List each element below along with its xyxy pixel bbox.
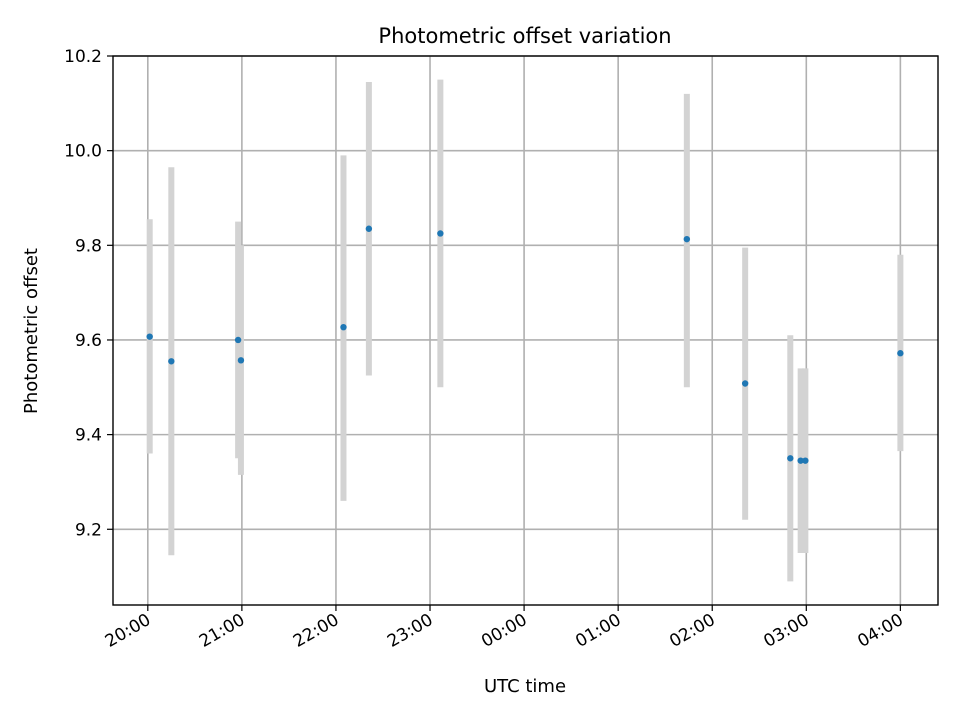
data-point: [787, 455, 794, 462]
data-point: [802, 457, 809, 464]
x-tick-label: 02:00: [666, 610, 718, 652]
data-point: [365, 225, 373, 232]
y-axis: 9.2 9.4 9.6 9.8 10.0 10.2: [64, 47, 113, 540]
x-tick-label: 00:00: [478, 610, 530, 652]
chart-title: Photometric offset variation: [378, 24, 671, 48]
y-axis-label: Photometric offset: [21, 248, 42, 414]
data-point: [897, 350, 904, 357]
y-tick-label: 9.4: [75, 426, 102, 446]
plot-frame: [112, 55, 939, 606]
data-point: [437, 230, 444, 237]
data-point: [683, 235, 691, 243]
x-tick-label: 01:00: [572, 610, 624, 652]
x-tick-label: 21:00: [196, 610, 248, 652]
y-tick-label: 9.6: [75, 331, 102, 351]
x-tick-label: 03:00: [760, 610, 812, 652]
x-tick-label: 22:00: [290, 610, 342, 652]
y-tick-label: 10.2: [64, 47, 102, 67]
x-tick-label: 23:00: [384, 610, 436, 652]
data-point: [234, 336, 242, 344]
y-tick-label: 9.8: [75, 236, 102, 256]
data-point: [741, 380, 749, 387]
data-points: [146, 225, 904, 464]
x-tick-label: 20:00: [102, 610, 154, 652]
x-axis: 20:00 21:00 22:00 23:00 00:00 01:00 02:00 03:00…: [102, 605, 907, 652]
y-tick-label: 10.0: [64, 142, 102, 162]
data-point: [146, 333, 153, 340]
data-point: [340, 323, 347, 331]
x-axis-label: UTC time: [484, 676, 566, 697]
data-point: [237, 357, 245, 364]
data-point: [797, 457, 804, 464]
x-tick-label: 04:00: [854, 610, 906, 652]
y-tick-label: 9.2: [75, 520, 102, 540]
data-point: [168, 358, 175, 365]
